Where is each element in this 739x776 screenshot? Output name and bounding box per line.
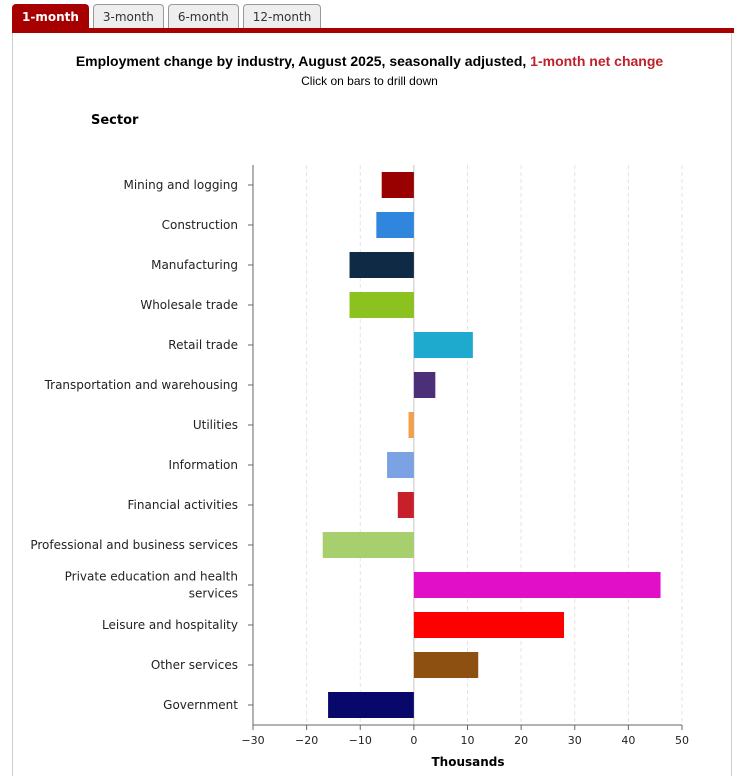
tab-1-month[interactable]: 1-month <box>12 4 89 28</box>
tab-12-month[interactable]: 12-month <box>242 4 322 28</box>
category-label-line: Utilities <box>193 418 238 432</box>
tab-6-month[interactable]: 6-month <box>167 4 239 28</box>
chart-subtitle: Click on bars to drill down <box>301 74 438 88</box>
category-label: Private education and health services <box>65 570 238 601</box>
tab-3-month[interactable]: 3-month <box>92 4 164 28</box>
category-label: Manufacturing <box>151 258 238 272</box>
category-label: Utilities <box>193 418 238 432</box>
y-axis-title: Sector <box>91 113 139 128</box>
x-tick-label: 30 <box>568 734 582 747</box>
category-label: Other services <box>151 658 238 672</box>
category-label: Retail trade <box>168 338 238 352</box>
bar[interactable] <box>413 372 436 398</box>
category-label-line: Information <box>169 458 238 472</box>
x-tick-label: 50 <box>675 734 689 747</box>
bar[interactable] <box>381 172 414 198</box>
x-tick-label: −30 <box>241 734 264 747</box>
category-label: Mining and logging <box>123 178 238 192</box>
category-label-line: Transportation and warehousing <box>44 378 238 392</box>
category-label: Construction <box>162 218 238 232</box>
category-label: Government <box>163 698 238 712</box>
category-label: Financial activities <box>128 498 238 512</box>
category-label-line: Mining and logging <box>123 178 238 192</box>
x-tick-label: 40 <box>621 734 635 747</box>
bar[interactable] <box>322 532 414 558</box>
tab-underline <box>12 28 734 33</box>
bar[interactable] <box>413 572 661 598</box>
x-tick-label: 20 <box>514 734 528 747</box>
category-label: Leisure and hospitality <box>102 618 238 632</box>
bar[interactable] <box>413 652 479 678</box>
category-label-line: Manufacturing <box>151 258 238 272</box>
x-tick-label: −20 <box>295 734 318 747</box>
bar[interactable] <box>408 412 414 438</box>
category-label-line: Government <box>163 698 238 712</box>
category-label: Information <box>169 458 238 472</box>
category-label: Professional and business services <box>30 538 238 552</box>
category-label-line: Wholesale trade <box>140 298 238 312</box>
category-label-line: Professional and business services <box>30 538 238 552</box>
chart-title-main: Employment change by industry, August 20… <box>75 53 527 69</box>
category-label-line: Other services <box>151 658 238 672</box>
x-tick-label: 10 <box>461 734 475 747</box>
chart-panel <box>12 33 732 776</box>
x-tick-label: −10 <box>349 734 372 747</box>
bar[interactable] <box>387 452 414 478</box>
category-label-line: services <box>189 587 238 601</box>
chart-title: Employment change by industry, August 20… <box>0 53 739 69</box>
x-tick-label: 0 <box>410 734 417 747</box>
category-label: Wholesale trade <box>140 298 238 312</box>
category-label-line: Retail trade <box>168 338 238 352</box>
category-label-line: Construction <box>162 218 238 232</box>
bar[interactable] <box>397 492 414 518</box>
bar[interactable] <box>349 252 414 278</box>
category-label-line: Private education and health <box>65 570 238 584</box>
category-label: Transportation and warehousing <box>44 378 238 392</box>
bar[interactable] <box>413 332 473 358</box>
bar[interactable] <box>413 612 565 638</box>
category-label-line: Leisure and hospitality <box>102 618 238 632</box>
bar[interactable] <box>376 212 414 238</box>
category-label-line: Financial activities <box>128 498 238 512</box>
x-axis-title: Thousands <box>431 755 504 769</box>
tab-bar: 1-month 3-month 6-month 12-month <box>12 4 322 29</box>
bar[interactable] <box>349 292 414 318</box>
chart-title-accent: 1-month net change <box>530 53 664 69</box>
bar[interactable] <box>328 692 414 718</box>
